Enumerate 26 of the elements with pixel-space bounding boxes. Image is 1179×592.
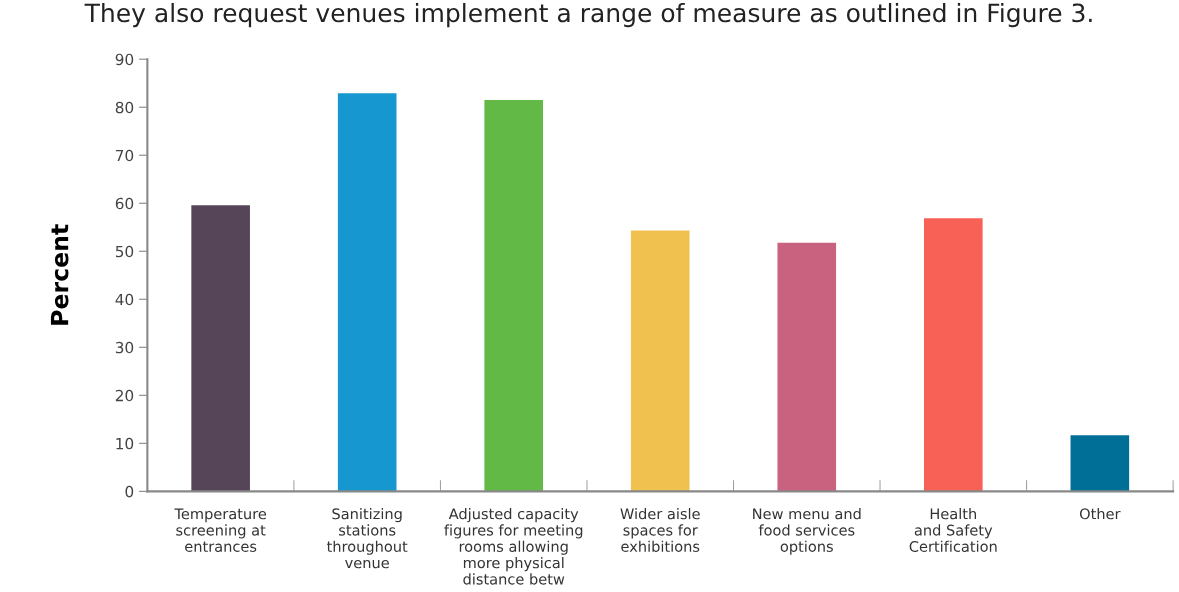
y-tick-label: 30: [115, 341, 134, 354]
y-axis-title: Percent: [50, 224, 69, 325]
y-tick-label: 10: [116, 437, 134, 450]
chart-title: They also request venues implement a range of measure as outlined in Figure 3.: [84, 2, 1092, 28]
y-tick-label: 70: [115, 149, 134, 162]
bar: [777, 242, 837, 492]
bar: [924, 218, 983, 492]
y-tick-label: 80: [115, 101, 134, 114]
bar: [191, 205, 250, 492]
y-tick-label: 60: [115, 197, 134, 210]
x-tick-label: Adjusted capacity figures for meeting rooms allowing more physical distance betw: [444, 508, 583, 585]
bar: [337, 93, 397, 492]
y-tick-label: 20: [115, 389, 134, 402]
x-tick-label: New menu and food services options: [753, 508, 861, 555]
x-tick-label: Health and Safety Certification: [909, 508, 997, 552]
x-tick-label: Sanitizing stations throughout venue: [326, 508, 408, 569]
x-tick-label: Other: [1079, 508, 1121, 520]
x-tick-label: Wider aisle spaces for exhibitions: [620, 508, 700, 552]
y-tick-label: 90: [115, 53, 134, 66]
bar: [1070, 435, 1130, 492]
y-tick-label: 50: [115, 245, 134, 258]
bar: [630, 230, 690, 492]
bar: [484, 100, 544, 492]
y-tick-label: 40: [115, 293, 134, 306]
x-tick-label: Temperature screening at entrances: [174, 508, 267, 552]
y-tick-label: 0: [125, 485, 134, 498]
